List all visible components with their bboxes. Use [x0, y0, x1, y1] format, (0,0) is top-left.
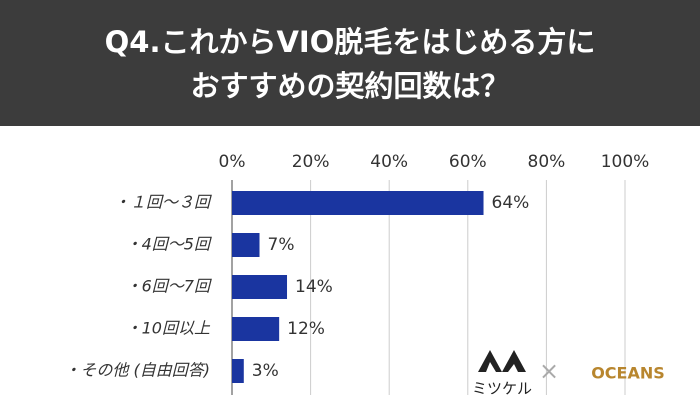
- y-tick-label: ・4回～5回: [126, 235, 212, 254]
- logo-mark: [478, 350, 526, 372]
- logo-oceans: OCEANS: [591, 364, 665, 383]
- y-tick-label: ・6回～7回: [126, 277, 212, 296]
- bar: [232, 317, 280, 341]
- x-tick-label: 40%: [370, 152, 408, 172]
- bar: [232, 191, 484, 215]
- x-tick-label: 100%: [601, 152, 650, 172]
- logo-separator: ×: [539, 357, 559, 385]
- value-label: 7%: [268, 235, 295, 255]
- y-tick-label: ・10回以上: [126, 319, 211, 338]
- value-label: 12%: [287, 319, 325, 339]
- y-tick-label: ・１回～３回: [114, 193, 212, 212]
- x-tick-label: 0%: [219, 152, 246, 172]
- value-label: 14%: [295, 277, 333, 297]
- logo-text: ミツケル: [472, 380, 532, 398]
- bar: [232, 275, 288, 299]
- bar: [232, 233, 260, 257]
- logo-mitsukeru: ミツケル: [472, 350, 532, 398]
- x-tick-label: 80%: [528, 152, 566, 172]
- x-tick-label: 20%: [292, 152, 330, 172]
- chart-title: Q4.これからVIO脱毛をはじめる方に: [105, 25, 596, 59]
- chart-title: おすすめの契約回数は？: [190, 69, 509, 103]
- value-label: 64%: [492, 193, 530, 213]
- x-tick-label: 60%: [449, 152, 487, 172]
- bar: [232, 359, 244, 383]
- value-label: 3%: [252, 361, 279, 381]
- title-banner: [0, 0, 700, 126]
- y-tick-label: ・その他 (自由回答): [64, 361, 210, 380]
